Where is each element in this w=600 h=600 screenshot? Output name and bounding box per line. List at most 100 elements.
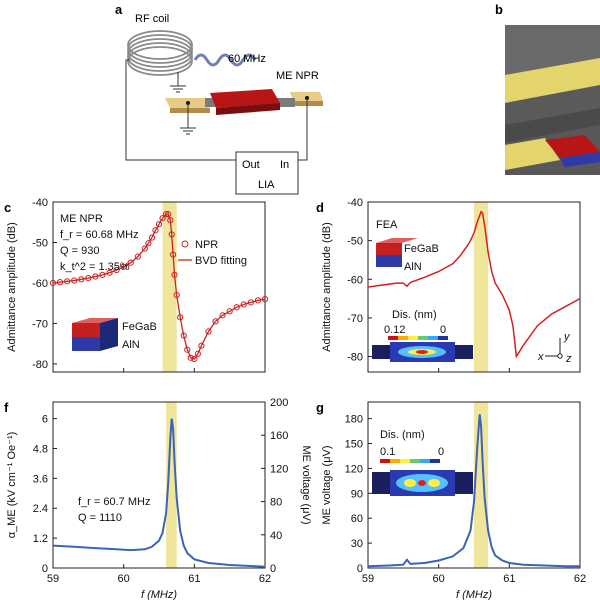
- y-tick-label: -70: [347, 313, 363, 325]
- npr-data-point: [173, 291, 180, 299]
- x-axis-label: f (MHz): [456, 589, 492, 600]
- npr-data-point: [162, 211, 170, 218]
- colorbar-segment: [380, 459, 390, 463]
- npr-data-point: [254, 297, 262, 304]
- x-tick-label: 62: [259, 573, 271, 585]
- npr-data-point: [120, 263, 127, 270]
- colorbar-segment: [388, 336, 398, 340]
- colorbar-min-label: 0: [440, 324, 446, 336]
- y-tick-label: 150: [345, 439, 363, 451]
- inset-fegab-layer: [376, 243, 402, 255]
- npr-data-point: [106, 269, 113, 276]
- inset-label-fegab: FeGaB: [404, 243, 439, 255]
- colorbar-max-label: 0.1: [380, 446, 395, 458]
- annotation-q: Q = 1110: [78, 512, 122, 524]
- axis-x-label: x: [537, 351, 544, 363]
- colorbar-segment: [438, 336, 448, 340]
- npr-data-point: [240, 301, 247, 308]
- colorbar-segment: [390, 459, 400, 463]
- mode-pad-right: [455, 345, 473, 359]
- npr-data-point: [184, 346, 191, 353]
- legend-marker-npr: [181, 240, 189, 248]
- y-tick-label: 30: [351, 538, 363, 550]
- device-label: ME NPR: [276, 70, 319, 82]
- rf-coil-label: RF coil: [135, 13, 169, 25]
- colorbar-segment: [410, 459, 420, 463]
- rf-wave-icon: [193, 53, 257, 67]
- x-tick-label: 60: [433, 573, 445, 585]
- npr-data-point: [78, 276, 85, 283]
- y-right-tick-label: 120: [270, 463, 288, 475]
- npr-data-point: [171, 271, 178, 278]
- inset-fegab-layer: [72, 323, 100, 337]
- y-tick-label: -50: [347, 236, 363, 248]
- annotation-fr: f_r = 60.7 MHz: [78, 496, 150, 508]
- annotation-device: ME NPR: [60, 213, 103, 225]
- y-tick-label: -40: [347, 197, 363, 209]
- colorbar-segment: [408, 336, 418, 340]
- npr-data-point: [113, 266, 120, 274]
- npr-data-point: [170, 251, 177, 258]
- y-tick-label: -80: [32, 359, 48, 371]
- mode-field-node: [404, 479, 416, 487]
- me-response-line: [52, 418, 266, 568]
- resonance-highlight-band: [166, 402, 177, 568]
- npr-data-point: [134, 253, 141, 260]
- y-tick-label: -70: [32, 318, 48, 330]
- npr-data-point: [212, 318, 219, 325]
- x-axis-label: f (MHz): [141, 589, 177, 600]
- npr-data-point: [194, 350, 201, 357]
- npr-data-point: [71, 277, 78, 284]
- rf-coil-icon: [127, 30, 193, 76]
- inset-aln-layer: [72, 337, 100, 351]
- y-right-tick-label: 80: [270, 497, 282, 509]
- y-axis-label: Admittance amplitude (dB): [6, 222, 18, 352]
- panel-b: b: [495, 2, 600, 175]
- annotation-fr: f_r = 60.68 MHz: [60, 229, 139, 241]
- npr-data-point: [145, 240, 152, 247]
- colorbar-title: Dis. (nm): [392, 309, 437, 321]
- lia-in-label: In: [280, 159, 289, 171]
- y-tick-label: 1.2: [33, 533, 48, 545]
- y-tick-label: 4.8: [33, 443, 48, 455]
- colorbar-segment: [418, 336, 428, 340]
- npr-data-point: [165, 211, 172, 218]
- panel-letter-a: a: [115, 2, 123, 17]
- npr-data-point: [99, 271, 106, 278]
- lia-out-label: Out: [242, 159, 260, 171]
- colorbar-title: Dis. (nm): [380, 429, 425, 441]
- bvd-fitting-line: [52, 213, 266, 360]
- legend-label-npr: NPR: [195, 239, 218, 251]
- y-tick-label: 180: [345, 414, 363, 426]
- plot-frame: [52, 401, 266, 569]
- coil-ground-icon: [170, 72, 186, 93]
- panel-a: a RF coil 60 MHz ME NPR: [115, 2, 323, 195]
- npr-data-point: [49, 279, 57, 287]
- y-axis-label: ME voltage (μV): [321, 445, 333, 524]
- y-right-tick-label: 0: [270, 563, 276, 575]
- y-tick-label: 60: [351, 513, 363, 525]
- y-tick-label: -40: [32, 197, 48, 209]
- panel-letter-b: b: [495, 2, 503, 17]
- plot-frame: [367, 401, 581, 569]
- panel-d: d -40 -50 -60 -70 -80 Admittance amplitude (d…: [316, 197, 581, 373]
- axis-y-label: y: [563, 331, 571, 343]
- mode-pad-left: [372, 345, 390, 359]
- annotation-q: Q = 930: [60, 245, 99, 257]
- npr-data-point: [198, 342, 205, 349]
- panel-letter-f: f: [4, 400, 9, 415]
- y-tick-label: 2.4: [33, 503, 48, 515]
- x-tick-label: 62: [574, 573, 586, 585]
- colorbar-max-label: 0.12: [384, 324, 405, 336]
- npr-data-point: [167, 217, 174, 224]
- panel-letter-c: c: [4, 200, 11, 215]
- resonance-highlight-band: [162, 202, 177, 372]
- resonance-highlight-band: [474, 202, 489, 372]
- x-tick-label: 59: [362, 573, 374, 585]
- mode-pad-left: [372, 472, 390, 494]
- freq-label: 60 MHz: [228, 53, 266, 65]
- y-tick-label: -60: [347, 274, 363, 286]
- npr-data-point: [187, 354, 194, 361]
- npr-data-point: [56, 279, 64, 286]
